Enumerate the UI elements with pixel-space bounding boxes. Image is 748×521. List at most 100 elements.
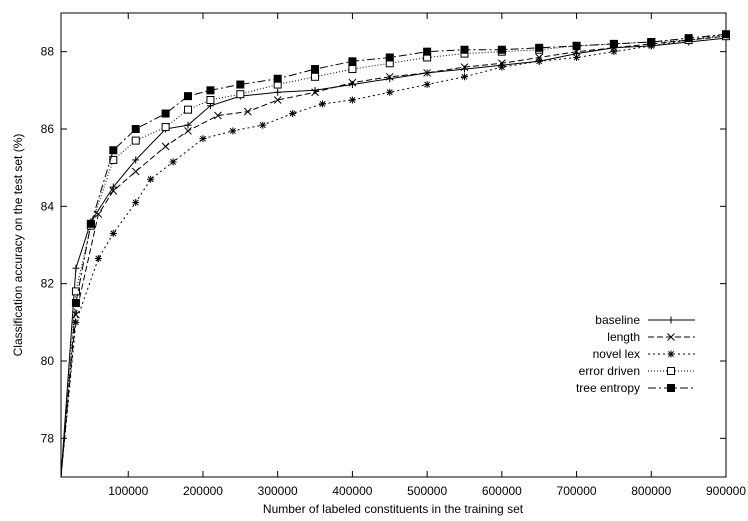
data-point bbox=[131, 125, 140, 133]
legend-label: novel lex bbox=[593, 347, 640, 361]
series-layer bbox=[60, 30, 730, 478]
data-point bbox=[535, 57, 543, 65]
data-point bbox=[274, 88, 282, 96]
x-tick-label: 700000 bbox=[557, 484, 597, 498]
data-point bbox=[311, 72, 320, 81]
data-point bbox=[647, 38, 656, 46]
data-point bbox=[609, 39, 618, 48]
data-point bbox=[573, 53, 581, 61]
x-tick-label: 800000 bbox=[631, 484, 671, 498]
data-point bbox=[460, 73, 468, 81]
series-error-driven bbox=[60, 32, 730, 478]
data-point bbox=[423, 47, 432, 56]
tick-layer: 100000 200000 300000 400000 500000 600000 7000… bbox=[41, 13, 746, 498]
data-point bbox=[535, 53, 544, 62]
y-tick-label: 84 bbox=[41, 199, 55, 213]
legend-marker bbox=[667, 384, 675, 392]
x-tick-label: 300000 bbox=[258, 484, 298, 498]
data-point bbox=[169, 158, 177, 166]
data-point bbox=[243, 107, 252, 116]
data-point bbox=[460, 45, 469, 54]
data-point bbox=[131, 167, 140, 176]
x-tick-label: 400000 bbox=[332, 484, 372, 498]
data-point bbox=[161, 142, 170, 151]
data-point bbox=[131, 136, 140, 145]
data-point bbox=[161, 109, 170, 118]
data-point bbox=[184, 105, 193, 114]
data-point bbox=[214, 111, 222, 120]
y-tick-label: 82 bbox=[41, 277, 55, 291]
data-point bbox=[229, 127, 237, 135]
data-point bbox=[109, 183, 117, 191]
data-point bbox=[109, 229, 117, 237]
data-point bbox=[184, 92, 193, 101]
data-point bbox=[206, 86, 215, 95]
plot-frame bbox=[60, 12, 727, 478]
legend-marker bbox=[667, 316, 675, 324]
x-axis-label: Number of labeled constituents in the tr… bbox=[263, 502, 524, 516]
data-point bbox=[109, 187, 118, 195]
data-point bbox=[86, 219, 95, 228]
y-tick-label: 88 bbox=[41, 45, 55, 59]
series-line bbox=[60, 35, 727, 478]
series-line bbox=[60, 37, 727, 478]
data-point bbox=[319, 100, 327, 108]
x-tick-label: 200000 bbox=[183, 484, 223, 498]
data-point bbox=[460, 63, 469, 71]
legend-marker bbox=[667, 367, 675, 375]
series-tree-entropy bbox=[60, 30, 730, 478]
y-tick-label: 86 bbox=[41, 122, 55, 136]
series-novel-lex bbox=[60, 30, 730, 478]
legend-label: error driven bbox=[579, 364, 640, 378]
x-tick-label: 100000 bbox=[108, 484, 148, 498]
series-line bbox=[60, 33, 727, 478]
data-point bbox=[206, 96, 215, 104]
series-length bbox=[60, 32, 730, 478]
legend-marker bbox=[667, 333, 675, 341]
data-point bbox=[348, 96, 356, 104]
data-point bbox=[94, 255, 102, 263]
data-point bbox=[289, 110, 297, 118]
legend: baseline length novel lex error driven tree … bbox=[576, 313, 695, 395]
data-point bbox=[423, 81, 431, 89]
data-point bbox=[348, 65, 357, 74]
data-point bbox=[71, 299, 80, 307]
data-point bbox=[94, 210, 103, 218]
data-point bbox=[132, 198, 140, 206]
data-point bbox=[199, 135, 207, 143]
series-line bbox=[60, 33, 727, 478]
data-point bbox=[259, 121, 267, 129]
data-point bbox=[236, 90, 245, 99]
data-point bbox=[572, 41, 581, 50]
y-tick-label: 78 bbox=[41, 431, 55, 445]
data-point bbox=[497, 45, 506, 54]
data-point bbox=[423, 69, 431, 77]
data-point bbox=[184, 121, 192, 129]
data-point bbox=[386, 88, 394, 96]
data-point bbox=[147, 175, 155, 183]
data-point bbox=[311, 65, 320, 74]
data-point bbox=[610, 48, 618, 56]
data-point bbox=[132, 156, 140, 164]
data-point bbox=[348, 57, 357, 66]
x-tick-label: 500000 bbox=[407, 484, 447, 498]
data-point bbox=[385, 53, 394, 62]
legend-label: tree entropy bbox=[576, 381, 640, 395]
data-point bbox=[684, 34, 693, 43]
data-point bbox=[72, 264, 80, 272]
legend-marker bbox=[667, 350, 675, 358]
y-tick-label: 80 bbox=[41, 354, 55, 368]
x-tick-label: 600000 bbox=[482, 484, 522, 498]
data-point bbox=[311, 88, 319, 97]
data-point bbox=[273, 96, 282, 104]
data-point bbox=[497, 59, 506, 68]
data-point bbox=[385, 72, 394, 81]
data-point bbox=[273, 74, 282, 83]
x-tick-label: 900000 bbox=[706, 484, 746, 498]
data-point bbox=[109, 146, 118, 155]
data-point bbox=[722, 30, 730, 39]
data-point bbox=[72, 318, 80, 326]
series-baseline bbox=[60, 34, 730, 478]
